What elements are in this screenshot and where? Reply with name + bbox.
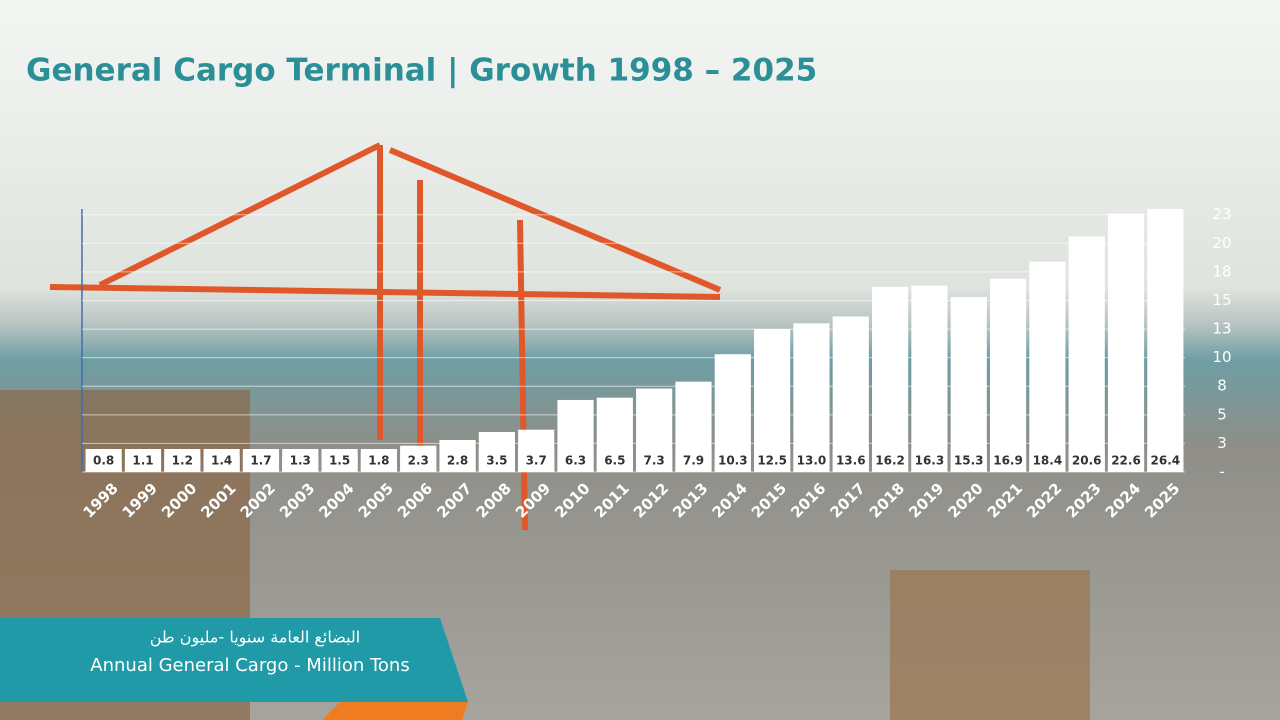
value-label: 16.9 (993, 454, 1023, 468)
value-label-box (400, 449, 437, 472)
value-label-box (950, 449, 987, 472)
caption-banner (0, 618, 468, 702)
value-label: 0.8 (93, 454, 114, 468)
y-tick-label: 13 (1212, 320, 1231, 338)
bar (1147, 209, 1184, 472)
caption: Annual General Cargo - Million Tons (90, 655, 409, 676)
y-tick-label: 5 (1217, 405, 1227, 423)
bar (793, 323, 830, 472)
bar (989, 278, 1027, 472)
value-label-box (478, 449, 515, 472)
value-label-box (321, 449, 358, 472)
value-label: 6.5 (604, 454, 625, 468)
bar (1068, 236, 1105, 472)
value-label: 1.4 (211, 454, 232, 468)
value-label-box (793, 449, 830, 472)
y-tick-label: 23 (1212, 205, 1231, 223)
value-label-box (1068, 449, 1105, 472)
y-tick-label: 8 (1217, 377, 1227, 395)
value-label-box (439, 449, 476, 472)
bar (832, 316, 869, 472)
caption-stripe (322, 702, 468, 720)
value-label-box (360, 449, 397, 472)
bar (872, 286, 909, 472)
bar (911, 285, 948, 472)
value-label-box (203, 449, 240, 472)
value-label: 13.6 (836, 454, 866, 468)
bar (950, 297, 987, 472)
containers-right (890, 570, 1090, 720)
value-label-box (989, 449, 1027, 472)
y-tick-label: 3 (1217, 434, 1227, 452)
caption-arabic: البضائع العامة سنويا -مليون طن (150, 628, 361, 648)
crane (49, 142, 722, 531)
y-tick-label: 10 (1212, 348, 1231, 366)
value-label: 6.3 (565, 454, 586, 468)
value-label: 26.4 (1151, 454, 1181, 468)
value-label: 1.2 (172, 454, 193, 468)
value-label: 3.5 (486, 454, 507, 468)
value-label: 12.5 (757, 454, 787, 468)
value-label: 16.2 (875, 454, 905, 468)
value-label: 7.9 (683, 454, 704, 468)
value-label-box (1107, 449, 1145, 472)
plot-area (82, 209, 1185, 473)
value-label: 3.7 (526, 454, 547, 468)
value-label: 1.3 (290, 454, 311, 468)
value-label: 2.3 (408, 454, 429, 468)
chart-title: General Cargo Terminal | Growth 1998 – 2… (26, 53, 817, 89)
value-label-box (1029, 449, 1066, 472)
value-label-box (1147, 449, 1184, 472)
value-label-box (164, 449, 201, 472)
value-label-box (675, 449, 712, 472)
value-label-box (557, 449, 594, 472)
value-label-box (596, 449, 633, 472)
value-label: 1.7 (250, 454, 271, 468)
value-label: 20.6 (1072, 454, 1102, 468)
bar (1107, 213, 1145, 472)
value-label-box (714, 449, 751, 472)
value-label-box (85, 449, 122, 472)
bar (754, 329, 791, 472)
value-label-box (124, 449, 162, 472)
y-tick-label: 20 (1212, 234, 1231, 252)
value-label: 2.8 (447, 454, 468, 468)
y-tick-label: 18 (1212, 262, 1231, 280)
value-label: 10.3 (718, 454, 748, 468)
value-label-box (832, 449, 869, 472)
y-tick-label: 15 (1212, 291, 1231, 309)
value-label-box (282, 449, 319, 472)
value-label: 1.8 (368, 454, 389, 468)
value-label: 16.3 (915, 454, 945, 468)
value-label-box (242, 449, 280, 472)
value-label: 1.5 (329, 454, 350, 468)
value-label: 22.6 (1111, 454, 1141, 468)
value-label: 15.3 (954, 454, 984, 468)
y-tick-label: - (1219, 463, 1224, 481)
bar (1029, 261, 1066, 472)
value-label-box (518, 449, 555, 472)
value-label-box (911, 449, 948, 472)
value-label: 13.0 (797, 454, 827, 468)
value-label: 7.3 (644, 454, 665, 468)
value-label-box (636, 449, 673, 472)
value-label: 18.4 (1033, 454, 1063, 468)
value-label-box (872, 449, 909, 472)
value-label-box (754, 449, 791, 472)
value-label: 1.1 (132, 454, 153, 468)
